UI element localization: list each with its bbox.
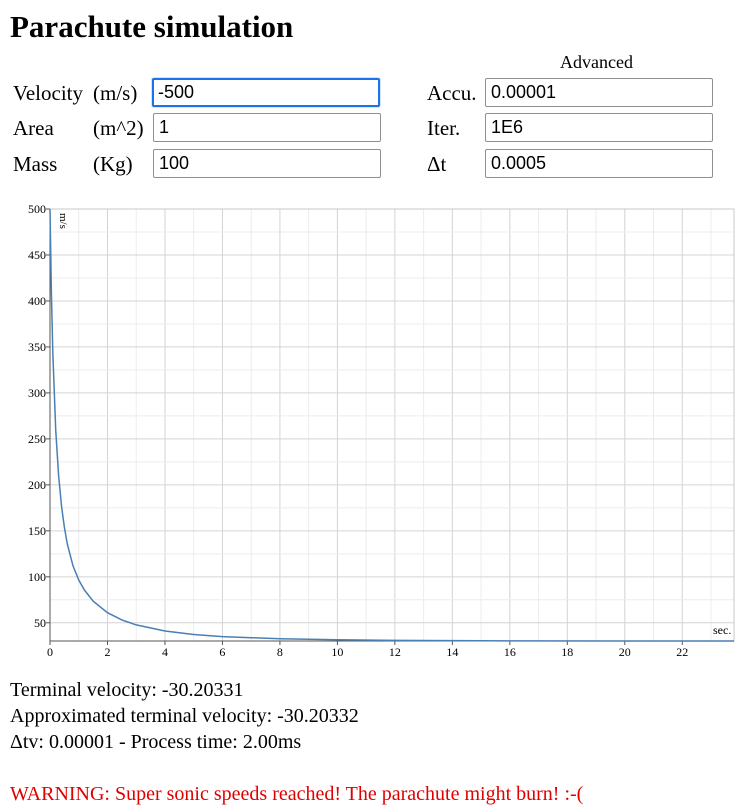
y-tick-label: 200 <box>28 478 46 492</box>
delta-tv-text: Δtv: 0.00001 - Process time: 2.00ms <box>10 731 302 753</box>
area-input[interactable] <box>153 113 381 142</box>
y-tick-label: 150 <box>28 524 46 538</box>
y-tick-label: 350 <box>28 340 46 354</box>
mass-label: Mass <box>13 152 58 176</box>
warning-message: WARNING: Super sonic speeds reached! The… <box>10 783 584 805</box>
y-axis-label: m/s <box>57 213 69 229</box>
accuracy-input[interactable] <box>485 78 713 107</box>
x-tick-label: 2 <box>104 645 110 659</box>
x-tick-label: 16 <box>504 645 516 659</box>
iterations-label: Iter. <box>427 116 461 140</box>
terminal-velocity-text: Terminal velocity: -30.20331 <box>10 679 244 701</box>
y-tick-label: 400 <box>28 294 46 308</box>
area-label: Area <box>13 116 54 140</box>
mass-unit: (Kg) <box>93 152 133 176</box>
x-tick-label: 20 <box>619 645 631 659</box>
plot-frame <box>49 208 735 642</box>
area-unit: (m^2) <box>93 116 144 140</box>
y-tick-label: 450 <box>28 248 46 262</box>
x-tick-label: 8 <box>277 645 283 659</box>
chart-grid <box>50 209 734 641</box>
x-tick-labels: 0 2 4 6 8 10 12 14 16 18 20 22 <box>47 641 688 659</box>
dt-input[interactable] <box>485 149 713 178</box>
x-tick-label: 12 <box>389 645 401 659</box>
x-tick-label: 22 <box>676 645 688 659</box>
x-tick-label: 14 <box>446 645 458 659</box>
x-tick-label: 6 <box>219 645 225 659</box>
velocity-series-line <box>49 208 735 642</box>
y-tick-label: 300 <box>28 386 46 400</box>
velocity-label: Velocity <box>13 81 83 105</box>
x-tick-label: 0 <box>47 645 53 659</box>
y-tick-label: 50 <box>34 616 46 630</box>
y-tick-label: 500 <box>28 202 46 216</box>
y-tick-labels: 50 100 150 200 250 300 350 400 450 500 <box>28 202 50 630</box>
x-tick-label: 4 <box>162 645 168 659</box>
dt-label: Δt <box>427 152 447 176</box>
y-tick-label: 250 <box>28 432 46 446</box>
y-tick-label: 100 <box>28 570 46 584</box>
x-tick-label: 18 <box>561 645 573 659</box>
chart-series <box>49 208 735 642</box>
iterations-input[interactable] <box>485 113 713 142</box>
velocity-input[interactable] <box>152 78 380 107</box>
x-tick-label: 10 <box>331 645 343 659</box>
approx-terminal-velocity-text: Approximated terminal velocity: -30.2033… <box>10 705 359 727</box>
x-axis-label: sec. <box>713 623 731 637</box>
advanced-heading: Advanced <box>560 52 633 72</box>
accuracy-label: Accu. <box>427 81 477 105</box>
mass-input[interactable] <box>153 149 381 178</box>
velocity-chart: 0 2 4 6 8 10 12 14 16 18 20 22 50 100 150 200 250 300 350… <box>28 202 735 659</box>
page-title: Parachute simulation <box>10 9 294 44</box>
velocity-unit: (m/s) <box>93 81 138 105</box>
